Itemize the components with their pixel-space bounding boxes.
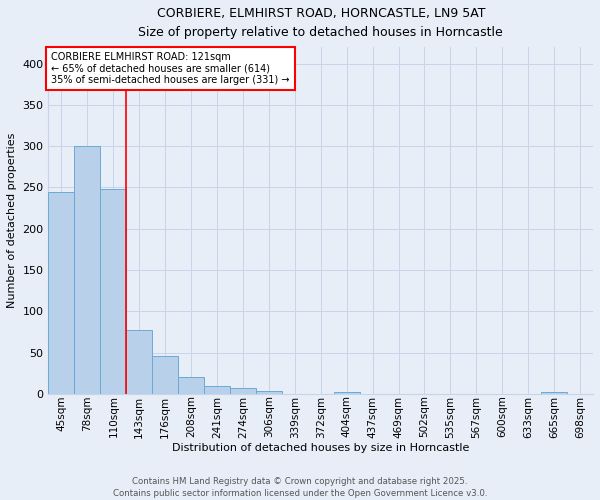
Bar xyxy=(126,330,152,394)
Y-axis label: Number of detached properties: Number of detached properties xyxy=(7,133,17,308)
X-axis label: Distribution of detached houses by size in Horncastle: Distribution of detached houses by size … xyxy=(172,443,469,453)
Title: CORBIERE, ELMHIRST ROAD, HORNCASTLE, LN9 5AT
Size of property relative to detach: CORBIERE, ELMHIRST ROAD, HORNCASTLE, LN9… xyxy=(139,7,503,39)
Bar xyxy=(74,146,100,394)
Text: CORBIERE ELMHIRST ROAD: 121sqm
← 65% of detached houses are smaller (614)
35% of: CORBIERE ELMHIRST ROAD: 121sqm ← 65% of … xyxy=(51,52,290,86)
Bar xyxy=(230,388,256,394)
Bar xyxy=(178,376,204,394)
Text: Contains HM Land Registry data © Crown copyright and database right 2025.
Contai: Contains HM Land Registry data © Crown c… xyxy=(113,476,487,498)
Bar xyxy=(100,189,126,394)
Bar xyxy=(152,356,178,394)
Bar xyxy=(49,192,74,394)
Bar xyxy=(256,390,282,394)
Bar xyxy=(204,386,230,394)
Bar xyxy=(334,392,359,394)
Bar xyxy=(541,392,567,394)
